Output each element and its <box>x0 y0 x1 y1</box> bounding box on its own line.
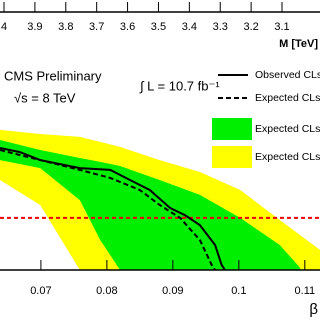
x2-tick-label: 3.2 <box>243 21 258 33</box>
legend-label: Expected CLs <box>255 92 320 104</box>
x-tick-label: 0.07 <box>30 285 51 297</box>
legend-label: Expected CLs ± <box>255 151 320 163</box>
x2-tick-label: 3.5 <box>151 21 166 33</box>
x-tick-label: 0.11 <box>295 285 316 297</box>
energy-label: √s = 8 TeV <box>14 90 76 105</box>
x2-tick-label: 3.8 <box>58 21 73 33</box>
band <box>0 139 301 270</box>
x-tick-label: 0.09 <box>162 285 183 297</box>
x-tick-label: 0.08 <box>96 285 117 297</box>
plot-area <box>0 129 320 271</box>
legend-swatch <box>212 118 252 140</box>
x-tick-label: 0.1 <box>231 285 246 297</box>
x-axis-label: β <box>309 301 318 318</box>
legend-swatch <box>212 146 252 168</box>
legend-label: Observed CLs <box>255 69 320 81</box>
x2-tick-label: 3.6 <box>120 21 135 33</box>
x2-tick-label: 4 <box>1 21 7 33</box>
x2-tick-label: 3.3 <box>213 21 228 33</box>
x2-tick-label: 3.7 <box>89 21 104 33</box>
x2-tick-label: 3.1 <box>274 21 289 33</box>
experiment-label: CMS Preliminary <box>4 68 102 83</box>
x2-tick-label: 3.4 <box>182 21 197 33</box>
x2-axis-label: M [TeV] <box>279 38 318 50</box>
legend-label: Expected CLs ± <box>255 123 320 135</box>
luminosity-label: ∫ L = 10.7 fb⁻¹ <box>139 78 220 93</box>
x2-tick-label: 3.9 <box>27 21 42 33</box>
